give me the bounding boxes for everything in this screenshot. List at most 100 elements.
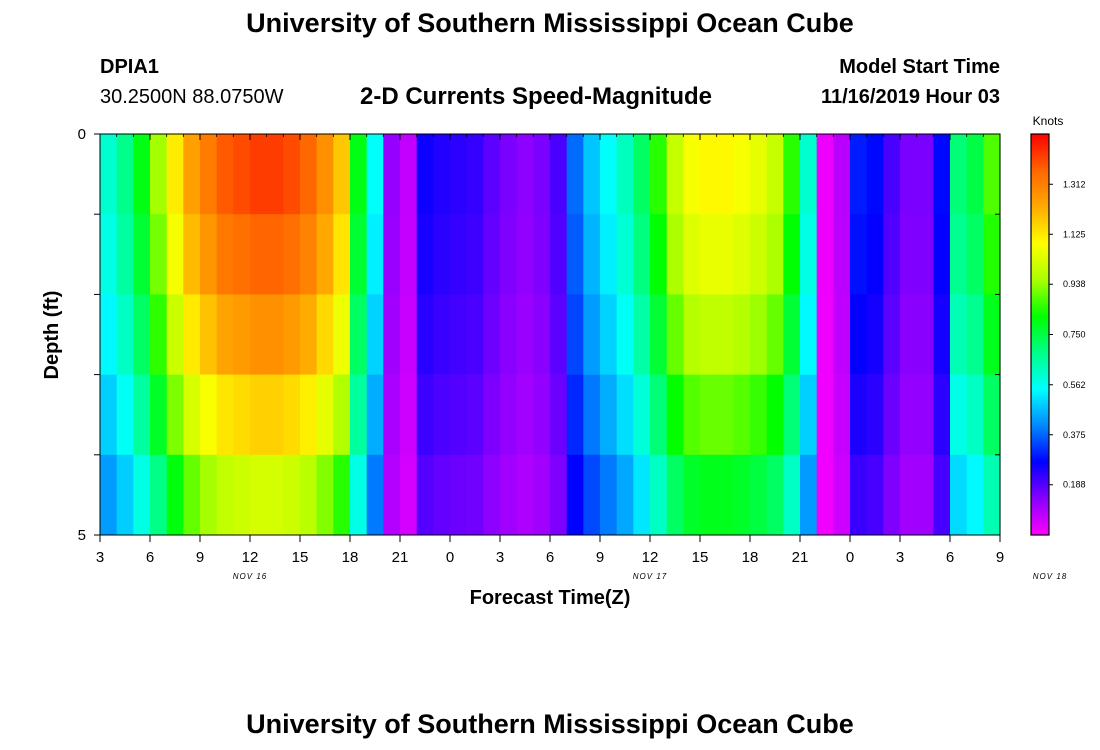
heatmap-cell (350, 454, 368, 536)
heatmap-cell (983, 294, 1001, 375)
heatmap-cell (816, 374, 834, 456)
heatmap-cell (250, 374, 268, 456)
x-tick-label: 15 (292, 549, 309, 566)
heatmap-cell (416, 214, 434, 295)
heatmap-cell (816, 294, 834, 375)
heatmap-cell (883, 214, 901, 295)
heatmap-cell (816, 214, 834, 295)
heatmap-cell (416, 294, 434, 375)
heatmap-cell (350, 134, 368, 215)
heatmap-cell (816, 454, 834, 536)
heatmap-cell (183, 294, 201, 375)
station-coords: 30.2500N 88.0750W (100, 86, 284, 108)
heatmap-cell (950, 134, 968, 215)
date-label: NOV 16 (233, 572, 267, 581)
heatmap-cell (400, 294, 418, 375)
heatmap-cell (966, 454, 984, 536)
heatmap-cell (533, 294, 551, 375)
heatmap-cell (283, 454, 301, 536)
heatmap-cell (216, 374, 234, 456)
heatmap-cell (850, 214, 868, 295)
heatmap-cell (166, 454, 184, 536)
heatmap-cell (300, 294, 318, 375)
heatmap-cell (900, 374, 918, 456)
heatmap-cell (783, 214, 801, 295)
heatmap-cell (716, 374, 734, 456)
heatmap-cell (300, 454, 318, 536)
heatmap-cell (866, 454, 884, 536)
heatmap-cell (466, 214, 484, 295)
heatmap-cell (200, 214, 218, 295)
heatmap-cell (766, 294, 784, 375)
heatmap-cell (466, 294, 484, 375)
heatmap-cell (933, 454, 951, 536)
heatmap-cell (433, 374, 451, 456)
heatmap-cell (533, 454, 551, 536)
heatmap-cell (283, 294, 301, 375)
x-tick-label: 9 (196, 549, 204, 566)
heatmap-cell (250, 454, 268, 536)
heatmap-cell (750, 454, 768, 536)
heatmap-cell (466, 134, 484, 215)
heatmap-cell (750, 374, 768, 456)
heatmap-cell (983, 134, 1001, 215)
heatmap-cell (733, 454, 751, 536)
heatmap-cell (166, 294, 184, 375)
heatmap-cell (516, 454, 534, 536)
heatmap-cell (550, 454, 568, 536)
heatmap-cell (366, 454, 384, 536)
date-label: NOV 18 (1033, 572, 1067, 581)
heatmap-cell (100, 134, 118, 215)
heatmap-cell (233, 454, 251, 536)
heatmap-cell (400, 454, 418, 536)
heatmap-cell (683, 214, 701, 295)
heatmap-cell (200, 134, 218, 215)
heatmap-cell (733, 134, 751, 215)
x-axis: 3 6 9 12 15 18 21 0 3 6 9 12 15 18 21 0 3 6 9 NOV 16 NOV 17 N… (96, 134, 1067, 581)
heatmap-cell (700, 134, 718, 215)
heatmap-cell (833, 374, 851, 456)
heatmap-cell (783, 294, 801, 375)
heatmap-cell (583, 454, 601, 536)
heatmap-cell (916, 454, 934, 536)
heatmap-cell (116, 294, 134, 375)
x-tick-label: 12 (642, 549, 659, 566)
heatmap-cell (483, 374, 501, 456)
heatmap-cell (833, 214, 851, 295)
heatmap-cell (150, 454, 168, 536)
heatmap-cell (933, 134, 951, 215)
heatmap-cell (666, 294, 684, 375)
x-tick-label: 15 (692, 549, 709, 566)
heatmap-cell (750, 294, 768, 375)
heatmap-cell (400, 134, 418, 215)
heatmap-cell (266, 134, 284, 215)
colorbar-tick-label: 0.188 (1063, 480, 1086, 490)
heatmap-cell (250, 214, 268, 295)
heatmap-cell (450, 214, 468, 295)
heatmap-cell (333, 374, 351, 456)
heatmap-cell (850, 294, 868, 375)
heatmap-cell (650, 454, 668, 536)
heatmap-cell (100, 454, 118, 536)
heatmap-cell (800, 214, 818, 295)
heatmap-cell (383, 294, 401, 375)
colorbar-tick-label: 0.562 (1063, 380, 1086, 390)
heatmap-cell (350, 374, 368, 456)
x-tick-label: 21 (392, 549, 409, 566)
heatmap-cell (900, 454, 918, 536)
heatmap-cell (316, 374, 334, 456)
heatmap-cell (766, 374, 784, 456)
x-tick-label: 18 (742, 549, 759, 566)
heatmap-cell (716, 454, 734, 536)
heatmap-cell (933, 214, 951, 295)
heatmap-cell (300, 214, 318, 295)
heatmap-cell (450, 294, 468, 375)
heatmap-cell (200, 454, 218, 536)
heatmap-cell (650, 214, 668, 295)
heatmap-cell (466, 374, 484, 456)
heatmap-cell (366, 134, 384, 215)
heatmap-cell (500, 294, 518, 375)
heatmap-cell (966, 294, 984, 375)
heatmap-cell (783, 454, 801, 536)
